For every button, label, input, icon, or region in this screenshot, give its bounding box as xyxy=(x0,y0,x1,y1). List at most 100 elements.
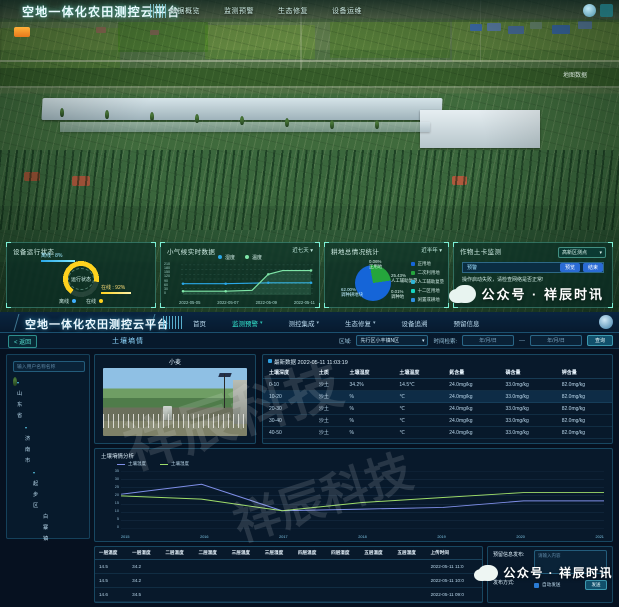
cell-empty xyxy=(194,559,228,574)
back-button[interactable]: < 返回 xyxy=(8,335,38,348)
device-status-title: 设备运行状态 xyxy=(13,249,55,256)
map-building xyxy=(530,22,542,29)
map-road xyxy=(480,0,481,62)
cell-moisture: % xyxy=(343,414,394,427)
crop-photo-card: 小麦 xyxy=(94,354,256,444)
cell-empty xyxy=(360,559,394,574)
micro-climate-y-axis: 210 180 150 120 90 60 30 0 xyxy=(164,262,170,295)
cell-n: 24.0mg/kg xyxy=(443,426,500,439)
tree-node-province[interactable]: ▾山东省 xyxy=(17,380,23,419)
chart-legend[interactable]: 土壤温度 土壤湿度 xyxy=(117,461,189,467)
legend-series-1[interactable]: 土壤湿度 xyxy=(160,461,189,467)
crop-name-label: 小麦 xyxy=(168,360,181,366)
table-row[interactable]: 0-10 沙土 34.2% 14.5℃ 24.0mg/kg 33.0mg/kg … xyxy=(263,378,612,391)
sidebar-search-input[interactable]: 输入用户名称名称 xyxy=(13,361,85,372)
cell-soil: 沙土 xyxy=(312,378,344,391)
checkbox-icon xyxy=(534,582,539,588)
control-note: 操作启动失败，请检查网络是否正常! xyxy=(462,277,544,283)
micro-climate-range-select[interactable]: 近七天 ▾ xyxy=(292,248,313,254)
nav-item-monitoring[interactable]: 监测预警 ▾ xyxy=(232,320,263,328)
table-row[interactable]: 30-40 沙土 % ℃ 24.0mg/kg 33.0mg/kg 82.0mg/… xyxy=(263,414,612,427)
auto-send-checkbox[interactable]: 自动发送 xyxy=(534,582,560,588)
table-row[interactable]: 14.5 34.2 2022-05-11 11:0 xyxy=(95,559,482,574)
col-nitrogen: 氮含量 xyxy=(443,367,500,379)
top-header-actions[interactable] xyxy=(583,4,613,17)
top-nav[interactable]: 数据概览 监测预警 生态修复 设备运维 xyxy=(170,6,362,16)
field-photo xyxy=(103,368,247,436)
tree-icon xyxy=(105,110,109,119)
filter-group: 区域: 先行区小丰镇N区 ▾ 时间检索: 年/月/日 — 年/月/日 查询 xyxy=(339,335,613,346)
table-row[interactable]: 40-50 沙土 % ℃ 24.0mg/kg 33.0mg/kg 82.0mg/… xyxy=(263,426,612,439)
top-nav-item-3[interactable]: 设备运维 xyxy=(332,8,362,15)
user-avatar[interactable] xyxy=(599,315,613,329)
legend-item-1: 二次利用地 xyxy=(410,270,444,276)
cell-soil: 沙土 xyxy=(312,402,344,415)
top-nav-item-1[interactable]: 监测预警 xyxy=(224,8,254,15)
cell-empty xyxy=(327,587,361,602)
main-content: 小麦 最新数据 2022-05-11 11:03:19 土壤深度 土质 土壤湿度… xyxy=(94,354,613,603)
map-building xyxy=(508,26,524,34)
cell-soil: 沙土 xyxy=(312,390,344,403)
cell-empty xyxy=(393,573,427,588)
land-use-range-select[interactable]: 近半年 ▾ xyxy=(421,248,442,254)
micro-climate-card: 小气候实时数据 近七天 ▾ 湿度 温度 210 180 150 120 90 6… xyxy=(160,242,320,308)
region-tree[interactable]: ▾山东省 ▾济南市 ▾起步区 白寨镇 xyxy=(13,377,48,542)
chevron-down-icon: ▾ xyxy=(260,320,263,326)
nav-item-restoration[interactable]: 生态修复 ▾ xyxy=(345,320,376,328)
avatar[interactable] xyxy=(583,4,596,17)
send-button[interactable]: 发送 xyxy=(585,580,607,590)
header-ticks-decoration xyxy=(163,316,183,329)
table-row[interactable]: 14.6 34.5 2022-05-11 09:0 xyxy=(95,587,482,602)
control-region-select[interactable]: 高新区测点 ▾ xyxy=(558,247,606,258)
map-layer-toggle[interactable] xyxy=(14,27,30,37)
device-offline-label: 离线 : 8% xyxy=(41,252,75,262)
tree-icon xyxy=(195,114,199,123)
date-end-input[interactable]: 年/月/日 xyxy=(530,335,582,346)
col-l2-moist: 二层湿度 xyxy=(194,547,228,560)
cell-depth: 30-40 xyxy=(263,414,313,427)
table-row[interactable]: 10-20 沙土 % ℃ 24.0mg/kg 33.0mg/kg 82.0mg/… xyxy=(263,390,612,403)
micro-climate-x-axis: 2022-05-05 2022-05-07 2022-05-09 2022-05… xyxy=(179,300,315,305)
message-input[interactable]: 请输入内容 xyxy=(534,550,607,574)
bottom-nav[interactable]: 首页 监测预警 ▾ 测控集成 ▾ 生态修复 ▾ 设备追溯 预留信息 xyxy=(193,318,480,328)
cell-k: 82.0mg/kg xyxy=(555,390,612,403)
menu-icon[interactable] xyxy=(600,4,613,17)
region-select[interactable]: 先行区小丰镇N区 ▾ xyxy=(356,335,429,346)
tree-node-city[interactable]: ▾济南市 xyxy=(25,425,31,464)
table-row[interactable]: 14.5 34.2 2022-05-11 10:0 xyxy=(95,573,482,588)
nav-item-home[interactable]: 首页 xyxy=(193,321,206,328)
preview-button[interactable]: 预览 xyxy=(559,263,580,272)
cell-empty xyxy=(393,587,427,602)
cell-depth: 40-50 xyxy=(263,426,313,439)
soil-control-card: 作物土卡监测 高新区测点 ▾ 预警 预览 结束 操作启动失败，请检查网络是否正常!… xyxy=(453,242,613,308)
gauge-center-label: 运行状态 xyxy=(70,276,91,283)
top-nav-item-2[interactable]: 生态修复 xyxy=(278,8,308,15)
nav-item-device-trace[interactable]: 设备追溯 xyxy=(401,321,428,328)
map-building xyxy=(578,21,592,29)
nav-item-reserved-info[interactable]: 预留信息 xyxy=(453,321,480,328)
cell-empty xyxy=(327,573,361,588)
cell-empty xyxy=(360,573,394,588)
micro-climate-plot xyxy=(181,263,313,295)
cell-empty xyxy=(293,559,328,574)
stop-button[interactable]: 结束 xyxy=(582,263,603,272)
top-nav-item-0[interactable]: 数据概览 xyxy=(170,8,200,15)
nav-item-control[interactable]: 测控集成 ▾ xyxy=(288,320,320,328)
col-potassium: 钾含量 xyxy=(555,367,612,379)
map-road xyxy=(300,0,302,70)
tree-node-town[interactable]: 白寨镇 xyxy=(43,514,49,542)
soil-moisture-window: 空地一体化农田测控云平台 首页 监测预警 ▾ 测控集成 ▾ 生态修复 ▾ 设备追溯 预… xyxy=(0,312,619,607)
search-button[interactable]: 查询 xyxy=(587,335,613,346)
cell-empty xyxy=(293,573,328,588)
legend-series-0[interactable]: 土壤温度 xyxy=(117,461,146,467)
cell-moisture: % xyxy=(343,390,394,403)
tree-node-district[interactable]: ▾起步区 xyxy=(33,470,39,509)
map-building xyxy=(470,24,482,31)
nav-ticks-decoration xyxy=(150,4,166,18)
cell-n: 24.0mg/kg xyxy=(443,378,500,391)
control-buttons[interactable]: 预览 结束 xyxy=(559,263,603,272)
table-row[interactable]: 20-30 沙土 % ℃ 24.0mg/kg 33.0mg/kg 82.0mg/… xyxy=(263,402,612,415)
watermark-top: 公众号 · 祥辰时讯 xyxy=(454,284,604,303)
date-start-input[interactable]: 年/月/日 xyxy=(462,335,514,346)
legend-temperature: 温度 xyxy=(245,254,262,261)
